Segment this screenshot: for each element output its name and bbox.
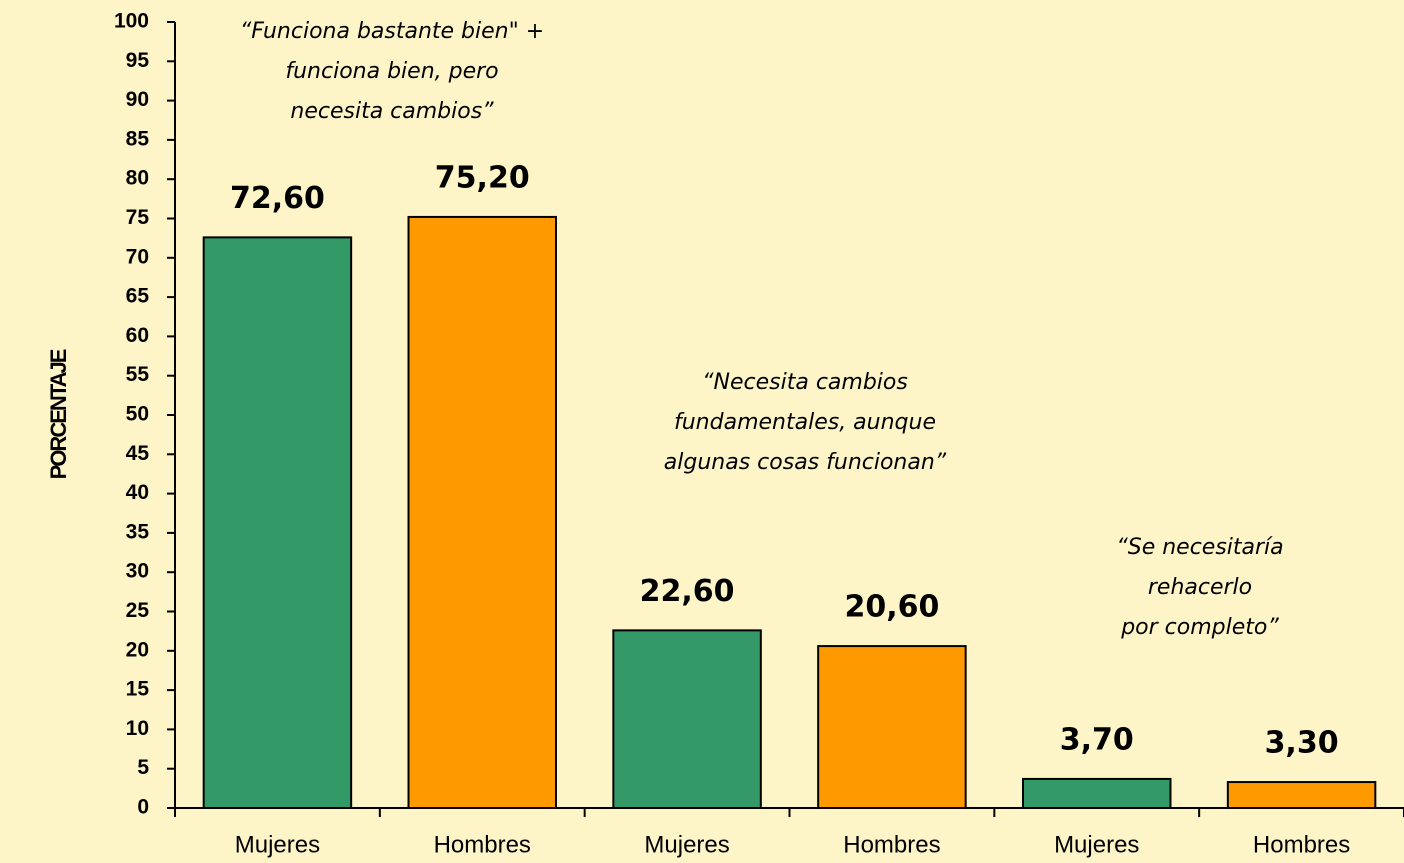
y-tick-label: 75 bbox=[126, 206, 150, 229]
annotation: algunas cosas funcionan” bbox=[664, 450, 947, 475]
bar bbox=[1226, 781, 1377, 810]
annotation: por completo” bbox=[1120, 615, 1279, 640]
y-tick-label: 55 bbox=[126, 363, 150, 386]
value-label: 22,60 bbox=[640, 574, 735, 609]
y-tick-label: 70 bbox=[126, 245, 149, 268]
bar bbox=[1022, 777, 1172, 810]
y-axis-label: PORCENTAJE bbox=[46, 349, 71, 479]
y-tick-label: 65 bbox=[126, 285, 150, 308]
y-tick-label: 35 bbox=[126, 520, 150, 543]
annotation: fundamentales, aunque bbox=[674, 410, 936, 435]
annotation: necesita cambios” bbox=[290, 99, 494, 124]
bar bbox=[817, 645, 967, 809]
annotation: funciona bien, pero bbox=[285, 59, 498, 84]
y-tick-label: 90 bbox=[126, 88, 149, 111]
y-tick-label: 10 bbox=[126, 717, 149, 740]
value-label: 75,20 bbox=[435, 160, 530, 195]
annotation: “Funciona bastante bien" + bbox=[240, 19, 544, 44]
y-tick-label: 60 bbox=[126, 324, 149, 347]
x-tick-label: Mujeres bbox=[235, 831, 320, 858]
y-tick-label: 5 bbox=[137, 756, 149, 779]
value-label: 3,70 bbox=[1060, 722, 1134, 757]
y-tick-label: 20 bbox=[126, 638, 149, 661]
value-label: 72,60 bbox=[230, 181, 325, 216]
x-tick-label: Mujeres bbox=[1054, 831, 1139, 858]
y-tick-label: 15 bbox=[126, 678, 150, 701]
y-tick-label: 0 bbox=[137, 796, 149, 819]
y-tick-label: 50 bbox=[126, 403, 149, 426]
annotation: “Necesita cambios bbox=[702, 370, 908, 395]
x-tick-label: Hombres bbox=[434, 831, 531, 858]
x-tick-label: Hombres bbox=[843, 831, 940, 858]
bar bbox=[202, 236, 353, 809]
value-label: 3,30 bbox=[1265, 726, 1339, 761]
y-tick-label: 30 bbox=[126, 560, 149, 583]
x-tick-label: Hombres bbox=[1253, 831, 1350, 858]
value-label: 20,60 bbox=[844, 590, 939, 625]
bar bbox=[612, 629, 762, 810]
annotation: “Se necesitaría bbox=[1116, 535, 1283, 560]
y-tick-label: 100 bbox=[114, 10, 149, 33]
y-tick-label: 95 bbox=[126, 49, 150, 72]
y-tick-label: 45 bbox=[126, 442, 150, 465]
y-tick-label: 80 bbox=[126, 167, 149, 190]
bar bbox=[407, 215, 557, 810]
y-tick-label: 40 bbox=[126, 481, 149, 504]
y-tick-label: 25 bbox=[126, 599, 150, 622]
x-tick-label: Mujeres bbox=[644, 831, 729, 858]
annotation: rehacerlo bbox=[1148, 575, 1252, 600]
y-tick-label: 85 bbox=[126, 127, 150, 150]
